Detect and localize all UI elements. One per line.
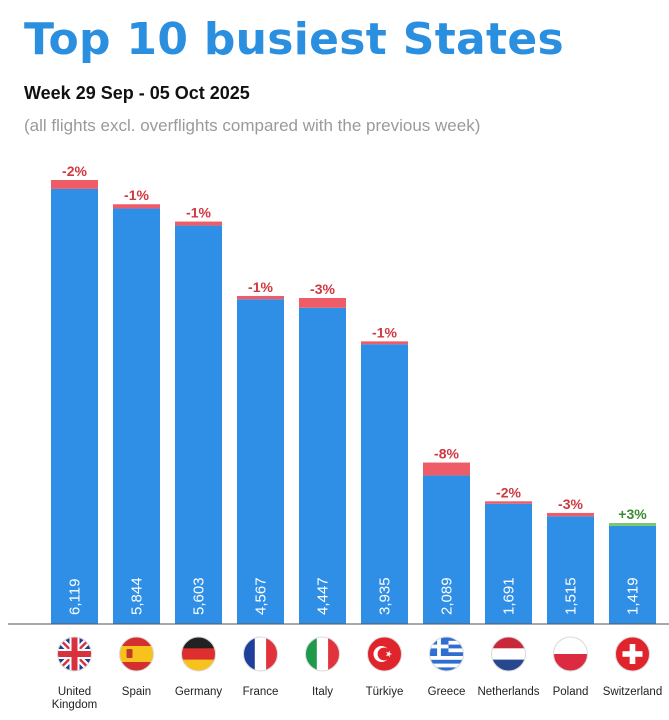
bar-group-spain: -1% 5,844 Spain xyxy=(113,187,160,698)
change-segment-turkiye xyxy=(361,341,408,345)
germany-flag-icon xyxy=(181,636,216,672)
turkiye-flag-icon xyxy=(367,636,402,672)
change-segment-greece xyxy=(423,462,470,476)
bar-group-germany: -1% 5,603 Germany xyxy=(175,205,223,698)
category-label-spain: Spain xyxy=(122,686,151,698)
bar-switzerland xyxy=(609,523,656,624)
change-label-greece: -8% xyxy=(434,446,459,462)
netherlands-flag-icon xyxy=(491,636,526,672)
category-label-italy: Italy xyxy=(312,686,333,698)
change-segment-netherlands xyxy=(485,501,532,504)
value-label-france: 4,567 xyxy=(253,577,270,615)
bar-netherlands xyxy=(485,503,532,624)
category-label-line: Poland xyxy=(553,686,589,698)
change-segment-italy xyxy=(299,298,346,308)
bar-group-france: -1% 4,567 France xyxy=(237,279,284,698)
bar-greece xyxy=(423,475,470,624)
bar-poland xyxy=(547,516,594,624)
category-label-line: Switzerland xyxy=(603,686,662,698)
bar-france xyxy=(237,299,284,624)
value-label-switzerland: 1,419 xyxy=(625,577,642,615)
change-segment-spain xyxy=(113,204,160,209)
category-label-line: United xyxy=(58,686,91,698)
change-segment-germany xyxy=(175,221,222,226)
value-label-italy: 4,447 xyxy=(315,577,332,615)
united-kingdom-flag-icon xyxy=(57,636,92,672)
change-label-poland: -3% xyxy=(558,496,583,512)
change-segment-poland xyxy=(547,512,594,517)
change-segment-united-kingdom xyxy=(51,180,98,189)
bar-group-united-kingdom: -2% 6,119 United Kingdom xyxy=(51,163,98,711)
bar-germany xyxy=(175,225,222,625)
bar-united-kingdom xyxy=(51,188,98,624)
france-flag-icon xyxy=(243,636,278,672)
category-label-line: Spain xyxy=(122,686,151,698)
bar-group-greece: -8% 2,089 Greece xyxy=(423,446,470,698)
italy-flag-icon xyxy=(305,636,340,672)
change-label-united-kingdom: -2% xyxy=(62,163,87,179)
category-label-line: Netherlands xyxy=(477,686,539,698)
category-label-netherlands: Netherlands xyxy=(477,686,539,698)
category-label-poland: Poland xyxy=(553,686,589,698)
category-label-greece: Greece xyxy=(428,686,466,698)
change-label-france: -1% xyxy=(248,279,273,295)
bar-group-turkiye: -1% 3,935 Türkiye xyxy=(361,324,408,698)
change-label-spain: -1% xyxy=(124,187,149,203)
category-label-turkiye: Türkiye xyxy=(366,686,404,698)
change-label-germany: -1% xyxy=(186,205,211,221)
change-label-switzerland: +3% xyxy=(618,506,647,522)
bar-group-poland: -3% 1,515 Poland xyxy=(547,496,594,698)
chart-note: (all flights excl. overflights compared … xyxy=(24,116,481,135)
spain-flag-icon xyxy=(119,636,154,672)
category-label-line: Kingdom xyxy=(52,699,97,711)
value-label-poland: 1,515 xyxy=(563,577,580,615)
change-segment-france xyxy=(237,295,284,300)
category-label-line: Germany xyxy=(175,686,223,698)
change-label-netherlands: -2% xyxy=(496,484,521,500)
category-label-line: Greece xyxy=(428,686,466,698)
value-label-spain: 5,844 xyxy=(129,577,146,615)
category-label-france: France xyxy=(243,686,279,698)
category-label-germany: Germany xyxy=(175,686,223,698)
category-label-line: France xyxy=(243,686,279,698)
switzerland-flag-icon xyxy=(615,636,650,672)
value-label-united-kingdom: 6,119 xyxy=(67,579,84,615)
change-label-italy: -3% xyxy=(310,281,335,297)
category-label-line: Italy xyxy=(312,686,333,698)
page-title: Top 10 busiest States xyxy=(24,14,565,65)
bar-spain xyxy=(113,208,160,624)
chart-subtitle: Week 29 Sep - 05 Oct 2025 xyxy=(24,83,250,103)
greece-flag-icon xyxy=(429,636,464,672)
bar-group-netherlands: -2% 1,691 Netherlands xyxy=(477,484,539,698)
bar-italy xyxy=(299,307,346,624)
category-label-united-kingdom: United Kingdom xyxy=(52,686,97,711)
value-label-greece: 2,089 xyxy=(439,577,456,615)
category-label-line: Türkiye xyxy=(366,686,404,698)
bar-group-switzerland: +3% 1,419 Switzerland xyxy=(603,506,662,698)
poland-flag-icon xyxy=(553,636,588,672)
bar-turkiye xyxy=(361,344,408,624)
value-label-germany: 5,603 xyxy=(191,577,208,615)
bar-group-italy: -3% 4,447 Italy xyxy=(299,281,346,698)
change-segment-switzerland xyxy=(609,523,656,527)
value-label-turkiye: 3,935 xyxy=(377,577,394,615)
value-label-netherlands: 1,691 xyxy=(501,577,518,615)
category-label-switzerland: Switzerland xyxy=(603,686,662,698)
change-label-turkiye: -1% xyxy=(372,324,397,340)
